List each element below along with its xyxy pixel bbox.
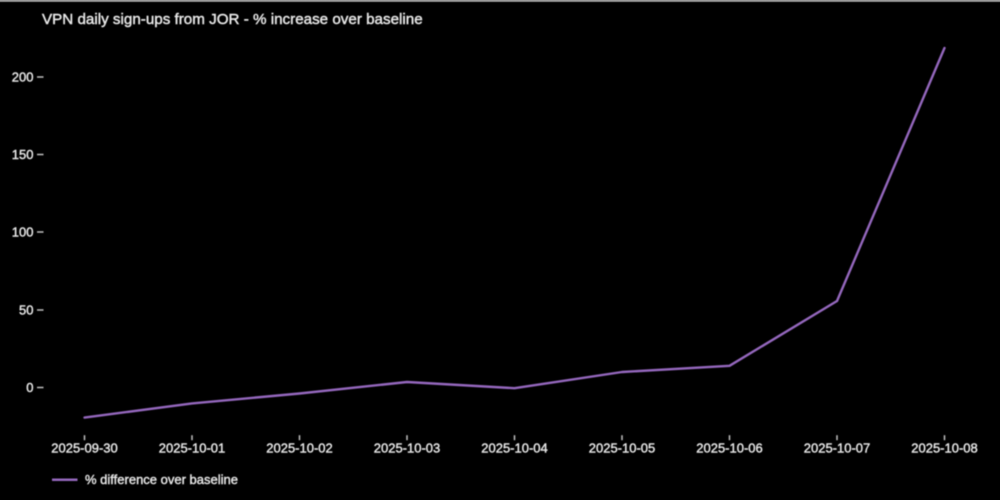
svg-text:150: 150 <box>12 147 34 162</box>
svg-text:50: 50 <box>19 303 33 318</box>
svg-text:2025-10-05: 2025-10-05 <box>589 441 656 456</box>
svg-text:0: 0 <box>26 380 33 395</box>
svg-text:2025-10-03: 2025-10-03 <box>374 441 441 456</box>
svg-text:2025-10-02: 2025-10-02 <box>266 441 333 456</box>
svg-text:VPN daily sign-ups from JOR -: VPN daily sign-ups from JOR - % increase… <box>42 11 423 28</box>
svg-text:2025-10-07: 2025-10-07 <box>804 441 871 456</box>
svg-text:2025-09-30: 2025-09-30 <box>51 441 118 456</box>
svg-text:2025-10-04: 2025-10-04 <box>481 441 548 456</box>
svg-text:2025-10-06: 2025-10-06 <box>696 441 763 456</box>
svg-text:2025-10-08: 2025-10-08 <box>911 441 978 456</box>
svg-text:100: 100 <box>12 225 34 240</box>
svg-text:2025-10-01: 2025-10-01 <box>159 441 226 456</box>
svg-text:200: 200 <box>12 70 34 85</box>
svg-text:% difference over baseline: % difference over baseline <box>85 472 238 487</box>
